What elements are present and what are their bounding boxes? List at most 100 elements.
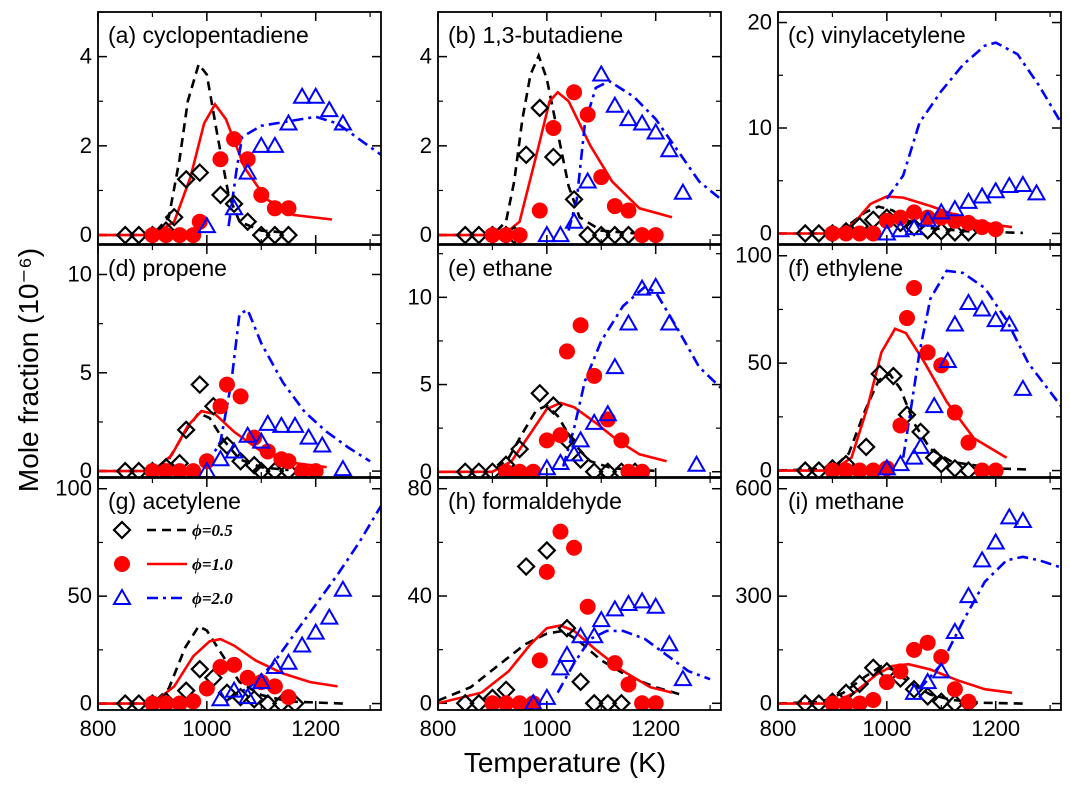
data-point (1013, 510, 1033, 528)
panel-c: 0 10 20 (c) vinylacetylene (748, 10, 1062, 245)
legend-label: ϕ=1.0 (192, 555, 233, 574)
data-point (795, 460, 815, 477)
x-tick-label: 1000 (862, 716, 911, 741)
data-point (910, 436, 931, 454)
data-point (271, 415, 292, 433)
data-point (265, 657, 285, 675)
data-point (190, 163, 210, 183)
data-point (917, 209, 938, 227)
data-point (197, 216, 217, 234)
y-tick-label: 0 (80, 222, 92, 247)
data-point (531, 652, 548, 669)
data-point (185, 463, 202, 477)
data-point (564, 189, 584, 209)
y-tick-label: 0 (80, 458, 92, 483)
panel-a: 0 2 4 (a) cyclopentadiene (80, 11, 382, 247)
y-tick-label: 50 (748, 350, 772, 375)
data-point (129, 461, 149, 477)
data-point (584, 462, 604, 477)
y-tick-label: 0 (420, 459, 432, 484)
data-point (212, 398, 229, 415)
data-point (659, 140, 680, 158)
data-point (578, 225, 598, 244)
data-point (570, 626, 591, 644)
data-point (571, 672, 591, 692)
y-tick-label: 2 (420, 133, 432, 158)
y-tick-label: 4 (80, 44, 92, 69)
data-point (824, 695, 841, 710)
data-point (115, 693, 135, 710)
y-tick-label: 0 (760, 691, 772, 716)
data-point (972, 186, 992, 204)
x-tick-label: 1000 (522, 716, 571, 741)
series-points-triangle (537, 276, 707, 476)
data-point (224, 194, 244, 214)
data-point (251, 431, 271, 449)
panel-frame (437, 477, 722, 711)
data-point (919, 634, 936, 651)
data-point (129, 693, 149, 710)
data-point (530, 98, 550, 118)
data-point (239, 151, 256, 168)
panel-title: (h) formaldehyde (448, 488, 622, 514)
data-point (537, 540, 557, 560)
data-point (591, 225, 611, 244)
data-point (558, 343, 575, 360)
data-point (278, 113, 299, 131)
data-point (906, 204, 923, 221)
data-point (618, 109, 639, 127)
data-point (809, 223, 829, 244)
data-point (931, 221, 951, 241)
x-tick-label: 800 (80, 716, 117, 741)
data-point (190, 375, 210, 395)
data-point (645, 122, 666, 140)
data-point (890, 454, 911, 472)
data-point (931, 202, 951, 220)
data-point (918, 686, 938, 706)
series-line-triangle (918, 555, 1061, 691)
data-point (634, 463, 651, 477)
data-point (258, 693, 278, 710)
data-point (224, 441, 244, 459)
series-points-circle (484, 523, 664, 710)
data-point (185, 693, 202, 710)
panel-frame (777, 477, 1062, 711)
data-point (606, 655, 623, 672)
data-point (960, 693, 977, 710)
data-point (550, 453, 571, 471)
data-point (647, 695, 664, 710)
data-point (144, 695, 161, 710)
series-points-circle (824, 204, 1004, 242)
data-point (598, 462, 618, 477)
data-point (305, 622, 326, 640)
data-point (593, 169, 610, 186)
data-point (516, 145, 536, 165)
data-point (877, 458, 897, 476)
x-axis-label: Temperature (K) (464, 747, 666, 778)
data-point (498, 227, 515, 244)
data-point (265, 225, 285, 244)
data-point (280, 689, 297, 706)
data-point (945, 314, 965, 332)
data-point (1013, 174, 1033, 192)
y-tick-label: 300 (735, 583, 772, 608)
data-point (613, 432, 630, 449)
data-point (946, 404, 963, 421)
data-point (1013, 378, 1033, 396)
data-point (538, 563, 555, 580)
panel-title: (i) methane (788, 488, 904, 514)
data-point (987, 221, 1004, 238)
data-point (115, 461, 135, 477)
data-point (266, 200, 283, 217)
data-point (850, 674, 870, 694)
data-point (319, 607, 340, 625)
data-point (244, 689, 264, 709)
data-point (484, 695, 501, 710)
data-point (917, 672, 938, 690)
data-point (158, 227, 175, 244)
data-point (552, 427, 569, 444)
data-point (960, 434, 977, 451)
series-line-triangle (205, 308, 371, 466)
data-point (171, 695, 188, 710)
